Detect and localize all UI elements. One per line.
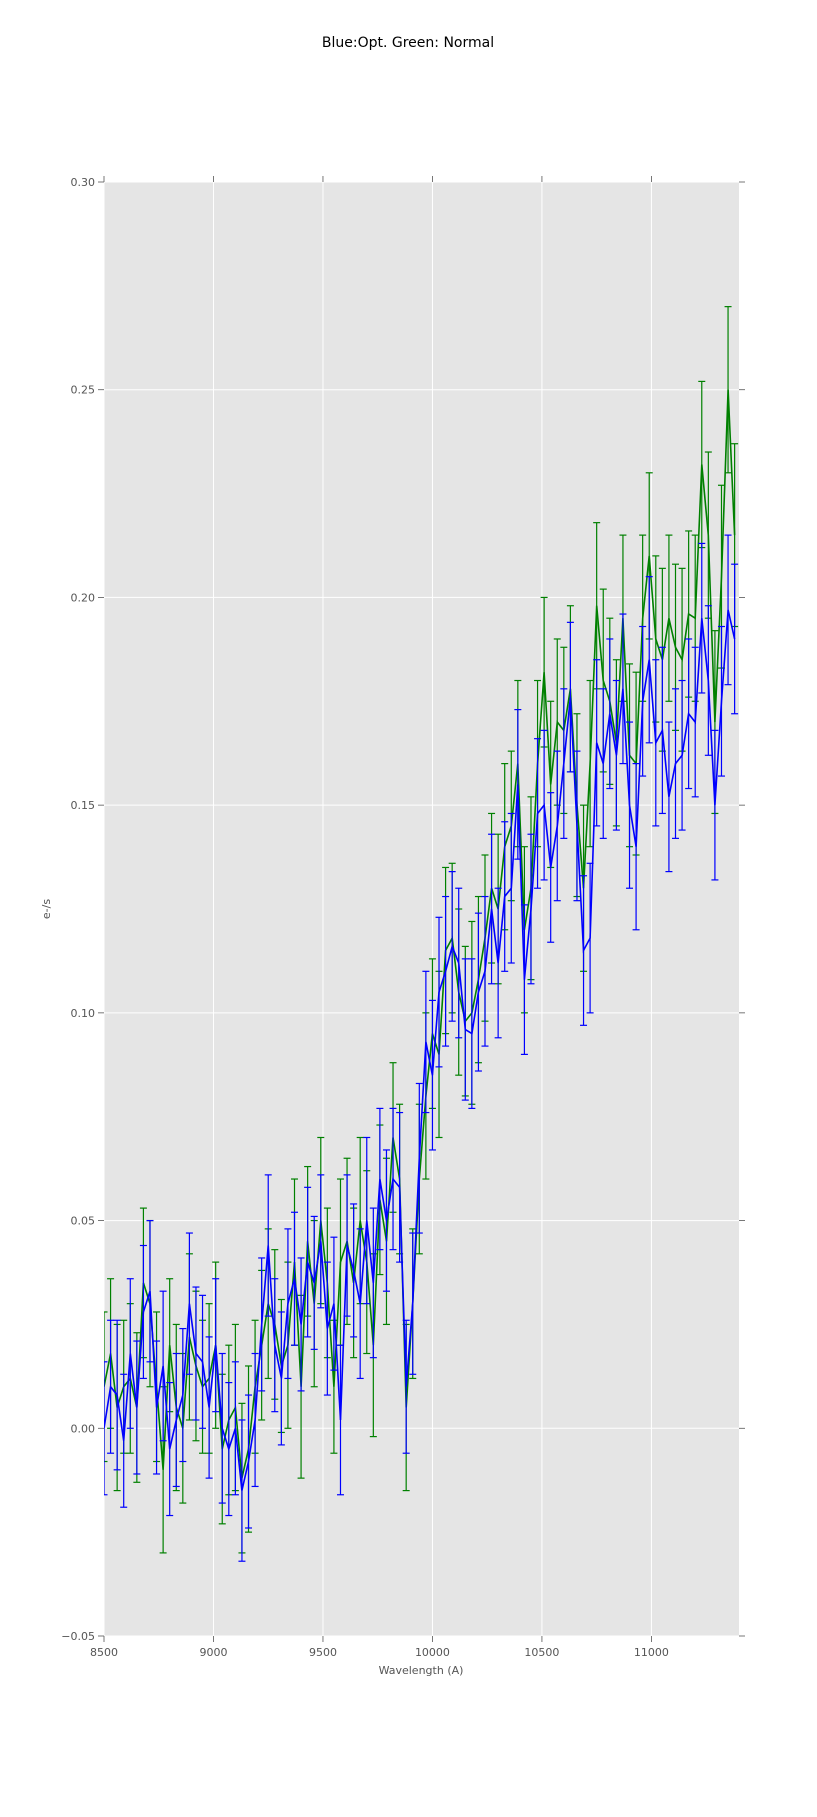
y-tick-label: 0.25 xyxy=(71,384,96,397)
y-tick-label: 0.15 xyxy=(71,799,96,812)
grid xyxy=(103,181,739,1637)
y-axis-label: e-/s xyxy=(40,899,53,919)
x-tick-label: 10000 xyxy=(415,1646,450,1659)
y-tick-label: −0.05 xyxy=(61,1630,95,1643)
series-group xyxy=(104,306,739,1562)
x-tick-label: 10500 xyxy=(524,1646,559,1659)
series-opt xyxy=(104,534,739,1562)
x-tick-label: 9500 xyxy=(309,1646,337,1659)
ticks: 8500 9000 9500 10000 10500 11000 −0.05 0.00 0.05… xyxy=(61,176,745,1659)
x-tick-label: 8500 xyxy=(90,1646,118,1659)
y-tick-label: 0.10 xyxy=(71,1007,96,1020)
y-tick-label: 0.05 xyxy=(71,1215,96,1228)
x-tick-label: 9000 xyxy=(199,1646,227,1659)
y-tick-label: 0.20 xyxy=(71,591,96,604)
chart-title: Blue:Opt. Green: Normal xyxy=(322,35,494,51)
x-tick-label: 11000 xyxy=(634,1646,669,1659)
y-tick-label: 0.00 xyxy=(71,1422,96,1435)
series-line xyxy=(104,609,736,1491)
y-tick-label: 0.30 xyxy=(71,176,96,189)
x-axis-label: Wavelength (A) xyxy=(379,1664,464,1677)
plot-area xyxy=(104,182,739,1636)
